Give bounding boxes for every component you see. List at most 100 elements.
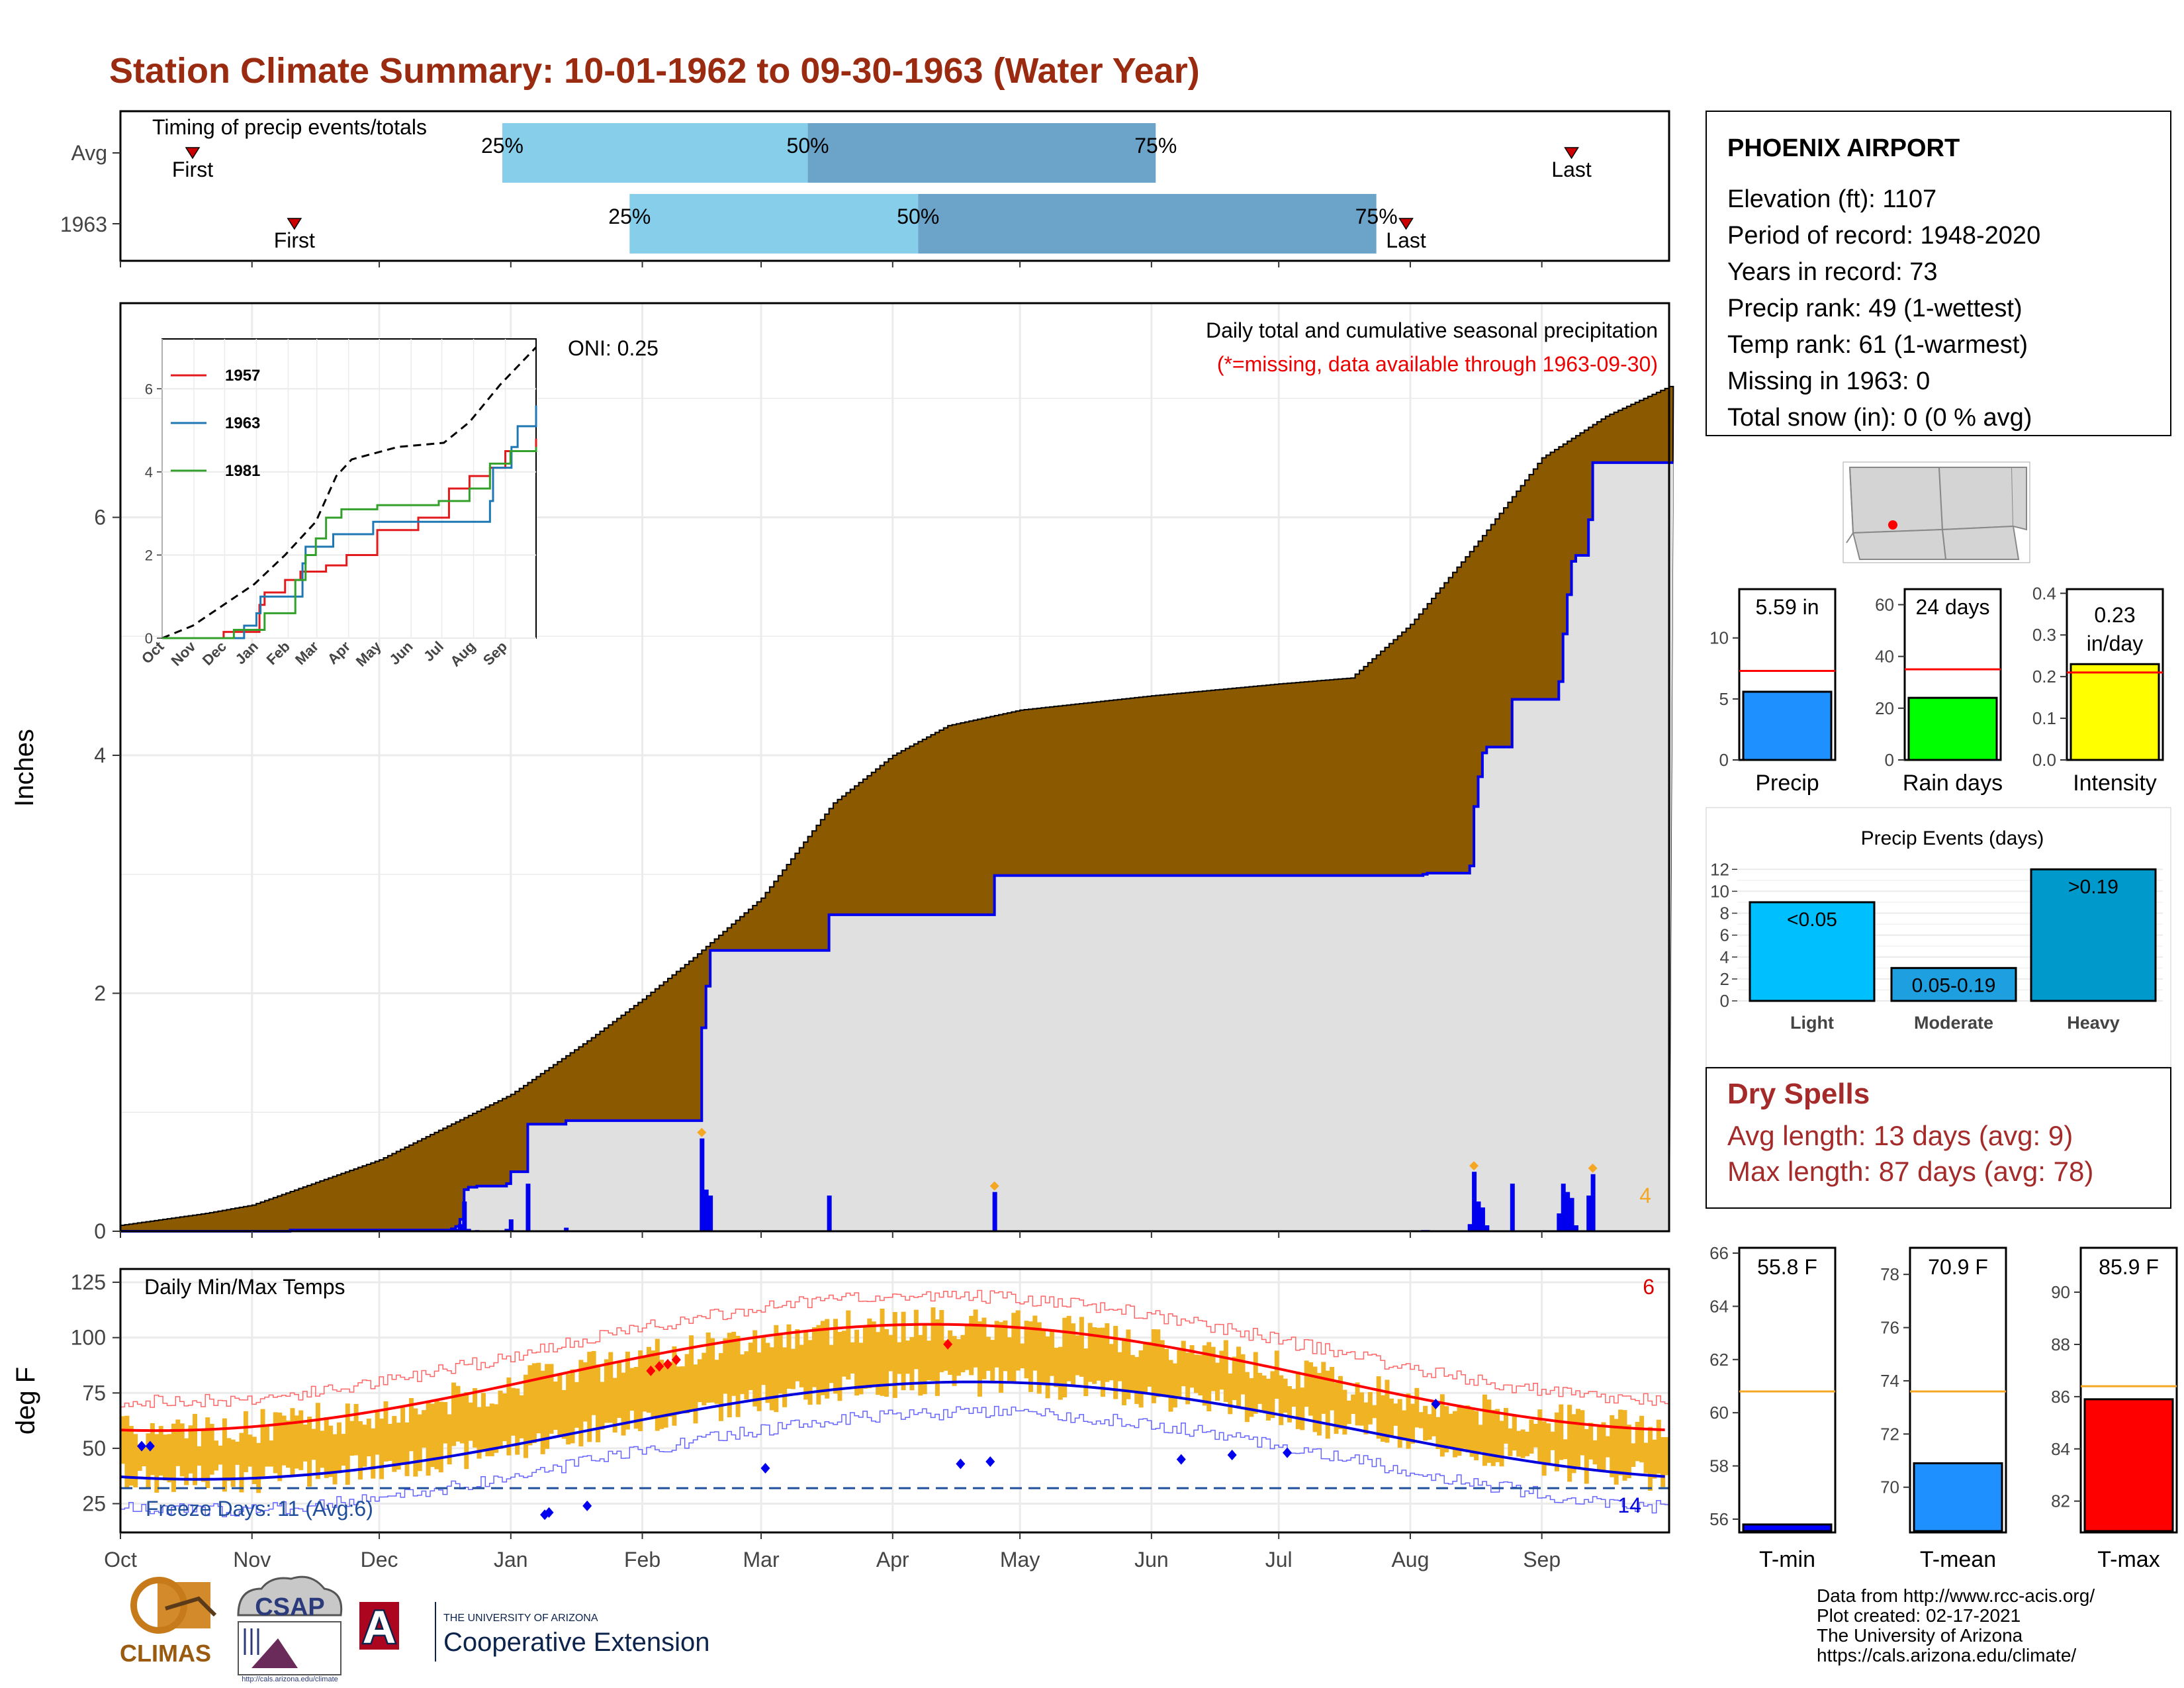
daily-temp-range-bar (175, 1419, 181, 1466)
daily-temp-range-bar (286, 1420, 291, 1468)
daily-temp-range-bar (201, 1428, 206, 1482)
mini-chart-y-tick-label: 0.0 (2032, 750, 2056, 770)
daily-temp-range-bar (1533, 1423, 1538, 1448)
daily-temp-range-bar (1520, 1429, 1525, 1458)
dry-spells-title: Dry Spells (1727, 1078, 1870, 1110)
daily-temp-range-bar (430, 1403, 435, 1468)
daily-precip-bar (466, 1229, 471, 1231)
daily-temp-range-bar (239, 1432, 244, 1493)
daily-temp-range-bar (464, 1392, 469, 1470)
daily-temp-range-bar (973, 1309, 978, 1368)
daily-temp-range-bar (799, 1344, 804, 1387)
daily-temp-range-bar (150, 1423, 155, 1476)
daily-temp-range-bar (850, 1342, 855, 1374)
daily-temp-range-bar (803, 1330, 809, 1400)
inset-avg-line (161, 346, 537, 639)
events-bar-label: 0.05-0.19 (1912, 974, 1996, 996)
daily-temp-range-bar (633, 1367, 639, 1429)
daily-temp-range-bar (1007, 1337, 1012, 1382)
inset-y-tick-label: 6 (145, 381, 153, 397)
daily-temp-range-bar (443, 1402, 448, 1444)
daily-temp-range-bar (888, 1335, 893, 1372)
temp-bar-y-tick-label: 76 (1880, 1318, 1899, 1338)
daily-temp-range-bar (769, 1347, 774, 1411)
temp-bar-value (1913, 1462, 2003, 1532)
daily-temp-range-bar (1020, 1343, 1025, 1369)
record-low-marker (145, 1440, 155, 1452)
daily-temp-range-bar (527, 1365, 533, 1446)
daily-temp-range-bar (1249, 1378, 1254, 1417)
temp-panel: Daily Min/Max Temps 6 Freeze Days: 11 (A… (11, 1268, 1670, 1571)
daily-temp-range-bar (1257, 1372, 1263, 1404)
daily-temp-range-bar (1346, 1400, 1351, 1425)
daily-temp-range-bar (553, 1382, 558, 1430)
dry-spells-avg: Avg length: 13 days (avg: 9) (1727, 1120, 2073, 1151)
daily-precip-bar (525, 1184, 531, 1231)
daily-temp-range-bar (146, 1433, 151, 1488)
daily-temp-range-bar (451, 1382, 457, 1446)
daily-temp-range-bar (1189, 1345, 1195, 1388)
freeze-days: Freeze Days: 11 (Avg:6) (146, 1497, 373, 1521)
daily-temp-range-bar (142, 1447, 147, 1467)
main-y-tick-label: 0 (94, 1219, 106, 1243)
daily-temp-range-bar (1172, 1363, 1177, 1408)
daily-temp-range-bar (561, 1389, 567, 1439)
daily-temp-range-bar (1546, 1423, 1551, 1466)
station-missing: Missing in 1963: 0 (1727, 367, 1930, 395)
daily-precip-bar (1467, 1224, 1473, 1231)
temp-bar-y-tick-label: 66 (1709, 1243, 1729, 1263)
daily-temp-range-bar (909, 1336, 915, 1391)
daily-temp-range-bar (756, 1352, 762, 1411)
daily-temp-range-bar (684, 1354, 690, 1414)
events-bar (1749, 901, 1876, 1002)
daily-temp-range-bar (1652, 1439, 1657, 1479)
daily-temp-range-bar (1287, 1385, 1293, 1423)
daily-temp-range-bar (1228, 1373, 1233, 1415)
observed-cumulative-precip-line (120, 461, 1674, 1233)
daily-temp-range-bar (1474, 1411, 1479, 1461)
daily-temp-range-bar (1656, 1419, 1661, 1474)
daily-temp-range-bar (1219, 1350, 1224, 1390)
events-y-tick-label: 2 (1720, 969, 1729, 989)
daily-temp-range-bar (230, 1439, 236, 1487)
mini-chart-value-bar (2070, 663, 2160, 761)
daily-temp-range-bar (718, 1353, 723, 1421)
daily-temp-range-bar (1143, 1343, 1148, 1394)
daily-temp-range-bar (413, 1408, 418, 1477)
precip-chart-title: Daily total and cumulative seasonal prec… (1206, 318, 1658, 342)
daily-temp-range-bar (1414, 1387, 1420, 1428)
daily-temp-range-bar (1050, 1329, 1055, 1376)
mini-chart-value-bar (1742, 690, 1833, 761)
daily-temp-range-bar (447, 1414, 452, 1465)
daily-temp-range-bar (596, 1364, 601, 1442)
temp-bar-y-tick-label: 88 (2051, 1335, 2070, 1354)
daily-temp-range-bar (328, 1425, 334, 1477)
daily-temp-range-bar (1614, 1419, 1619, 1485)
mini-chart-y-tick-label: 0.2 (2032, 667, 2056, 686)
timing-bars: 25% 50% 75% First Last 25% 50% 75% First Last (172, 123, 1592, 254)
daily-temp-range-bar (1435, 1417, 1441, 1450)
daily-temp-range-bar (786, 1324, 792, 1389)
daily-precip-bar (508, 1219, 514, 1231)
daily-temp-range-bar (515, 1388, 520, 1455)
timing-label-50: 50% (787, 134, 829, 158)
daily-temp-range-bar (485, 1406, 490, 1456)
daily-temp-range-bar (833, 1319, 839, 1394)
timing-bar-25-50 (502, 123, 808, 183)
daily-temp-range-bar (1270, 1371, 1275, 1419)
mini-chart-y-tick-label: 0.3 (2032, 625, 2056, 645)
daily-temp-range-bar (854, 1329, 860, 1396)
daily-temp-range-bar (846, 1310, 851, 1380)
daily-temp-range-bar (1427, 1414, 1432, 1440)
events-bar-label: >0.19 (2068, 876, 2118, 898)
daily-temp-range-bar (1592, 1440, 1598, 1465)
month-label: Apr (876, 1548, 909, 1571)
daily-temp-range-bar (1100, 1327, 1105, 1397)
daily-temp-range-bar (1588, 1423, 1594, 1460)
daily-temp-range-bar (137, 1444, 142, 1471)
daily-temp-range-bar (744, 1351, 749, 1400)
daily-temp-range-bar (192, 1413, 197, 1485)
temp-bar-value-text: 70.9 F (1928, 1255, 1988, 1279)
daily-temp-range-bar (392, 1416, 397, 1472)
daily-precip-bar (1569, 1197, 1574, 1231)
